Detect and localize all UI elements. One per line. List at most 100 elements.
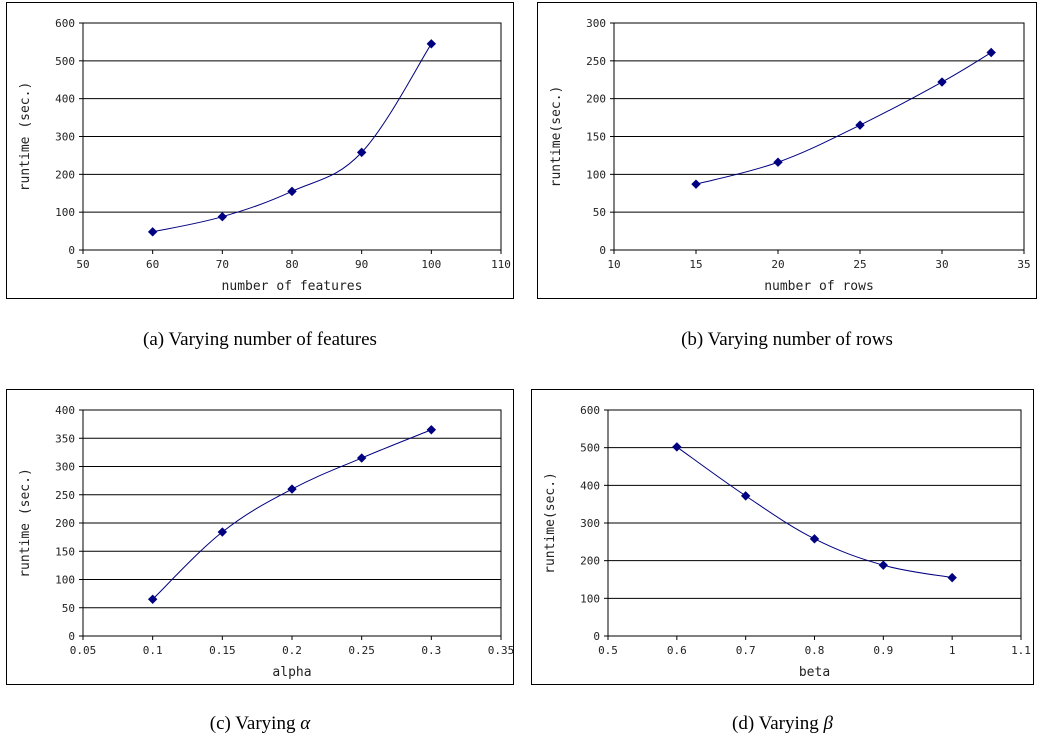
caption-symbol: α: [300, 713, 311, 734]
x-tick-label: 0.9: [873, 644, 893, 657]
data-point: [855, 120, 865, 130]
chart-frame: 0 100 200 300 400 500 600 50 60 70 80 90 100 110 numbe…: [6, 2, 514, 299]
y-tick-label: 0: [68, 630, 75, 643]
x-tick-label: 0.05: [70, 644, 97, 657]
data-point: [426, 39, 437, 49]
y-tick-label: 500: [580, 442, 600, 455]
y-tick-label: 200: [580, 555, 600, 568]
data-point: [356, 453, 367, 463]
data-point: [878, 560, 889, 570]
caption-text: (d) Varying: [732, 713, 824, 734]
y-tick-label: 0: [593, 630, 600, 643]
y-tick-label: 600: [580, 404, 600, 417]
chart-frame: 0 50 100 150 200 250 300 350 400 0.05 0.1 0.15 0.2 0.…: [6, 389, 514, 685]
x-tick-label: 15: [689, 258, 702, 271]
caption-text: (a) Varying number of features: [143, 329, 377, 350]
y-tick-label: 250: [586, 55, 606, 68]
y-tick-label: 200: [55, 517, 75, 530]
x-tick-label: 1: [949, 644, 956, 657]
chart-frame: 0 100 200 300 400 500 600 0.5 0.6 0.7 0.8 0.9 1 1.1 be…: [531, 389, 1034, 685]
y-tick-label: 300: [586, 17, 606, 30]
x-tick-label: 90: [355, 258, 368, 271]
y-axis-label: runtime(sec.): [549, 86, 564, 188]
y-tick-label: 600: [55, 17, 75, 30]
x-tick-label: 80: [285, 258, 298, 271]
caption-b: (b) Varying number of rows: [537, 329, 1037, 351]
x-tick-label: 0.3: [421, 644, 441, 657]
y-tick-label: 400: [55, 93, 75, 106]
x-tick-label: 10: [607, 258, 620, 271]
y-tick-label: 50: [62, 602, 75, 615]
chart-c: 0 50 100 150 200 250 300 350 400 0.05 0.1 0.15 0.2 0.…: [18, 404, 515, 680]
x-tick-label: 25: [853, 258, 866, 271]
caption-d: (d) Varying β: [531, 713, 1034, 735]
y-tick-label: 400: [55, 404, 75, 417]
data-point: [426, 425, 437, 435]
x-tick-label: 0.6: [667, 644, 687, 657]
data-point: [147, 594, 158, 604]
data-point: [937, 77, 947, 87]
caption-symbol: β: [823, 713, 833, 734]
y-tick-label: 0: [599, 244, 606, 257]
x-tick-label: 0.35: [488, 644, 515, 657]
y-tick-label: 100: [580, 592, 600, 605]
data-point: [691, 179, 701, 189]
series-line: [152, 43, 432, 233]
x-tick-label: 0.1: [143, 644, 163, 657]
x-tick-label: 0.5: [598, 644, 618, 657]
data-point: [947, 572, 957, 583]
y-tick-label: 50: [593, 206, 606, 219]
series-line: [152, 429, 432, 600]
data-point: [672, 442, 682, 452]
caption-text: (b) Varying number of rows: [681, 329, 893, 350]
x-axis-label: number of features: [222, 279, 363, 294]
data-point: [809, 534, 820, 544]
caption-text: (c) Varying: [209, 713, 301, 734]
x-tick-label: 0.15: [209, 644, 236, 657]
y-tick-label: 100: [586, 168, 606, 181]
x-tick-label: 20: [771, 258, 784, 271]
x-tick-label: 110: [491, 258, 511, 271]
y-tick-label: 250: [55, 489, 75, 502]
y-tick-label: 300: [55, 131, 75, 144]
y-tick-label: 200: [55, 168, 75, 181]
x-axis-label: beta: [799, 665, 830, 680]
caption-c: (c) Varying α: [6, 713, 514, 735]
data-point: [287, 484, 297, 494]
data-point: [356, 147, 367, 158]
y-tick-label: 150: [586, 131, 606, 144]
x-axis-label: alpha: [272, 665, 311, 680]
x-tick-label: 0.25: [348, 644, 375, 657]
x-tick-label: 100: [421, 258, 441, 271]
chart-d: 0 100 200 300 400 500 600 0.5 0.6 0.7 0.8 0.9 1 1.1 be…: [543, 404, 1031, 680]
data-point: [287, 186, 297, 197]
data-point: [217, 211, 228, 222]
y-tick-label: 300: [580, 517, 600, 530]
y-axis-label: runtime (sec.): [18, 82, 33, 192]
data-point: [773, 157, 783, 167]
series-line: [676, 446, 953, 579]
data-point: [217, 527, 228, 537]
chart-b: 0 50 100 150 200 250 300 10 15 20 25 30 35 number of …: [549, 17, 1031, 294]
chart-frame: 0 50 100 150 200 250 300 10 15 20 25 30 35 number of …: [537, 2, 1037, 299]
y-tick-label: 100: [55, 206, 75, 219]
x-tick-label: 35: [1017, 258, 1030, 271]
x-tick-label: 70: [216, 258, 229, 271]
x-tick-label: 0.7: [736, 644, 756, 657]
y-tick-label: 150: [55, 545, 75, 558]
y-tick-label: 0: [68, 244, 75, 257]
y-axis-label: runtime (sec.): [18, 468, 33, 578]
y-tick-label: 200: [586, 93, 606, 106]
y-tick-label: 300: [55, 461, 75, 474]
data-point: [147, 227, 158, 237]
y-tick-label: 500: [55, 55, 75, 68]
y-tick-label: 100: [55, 574, 75, 587]
y-tick-label: 400: [580, 479, 600, 492]
series-line: [695, 52, 992, 185]
x-tick-label: 0.2: [282, 644, 302, 657]
x-tick-label: 1.1: [1011, 644, 1031, 657]
y-tick-label: 350: [55, 432, 75, 445]
x-tick-label: 0.8: [805, 644, 825, 657]
x-tick-label: 60: [146, 258, 159, 271]
x-tick-label: 30: [935, 258, 948, 271]
